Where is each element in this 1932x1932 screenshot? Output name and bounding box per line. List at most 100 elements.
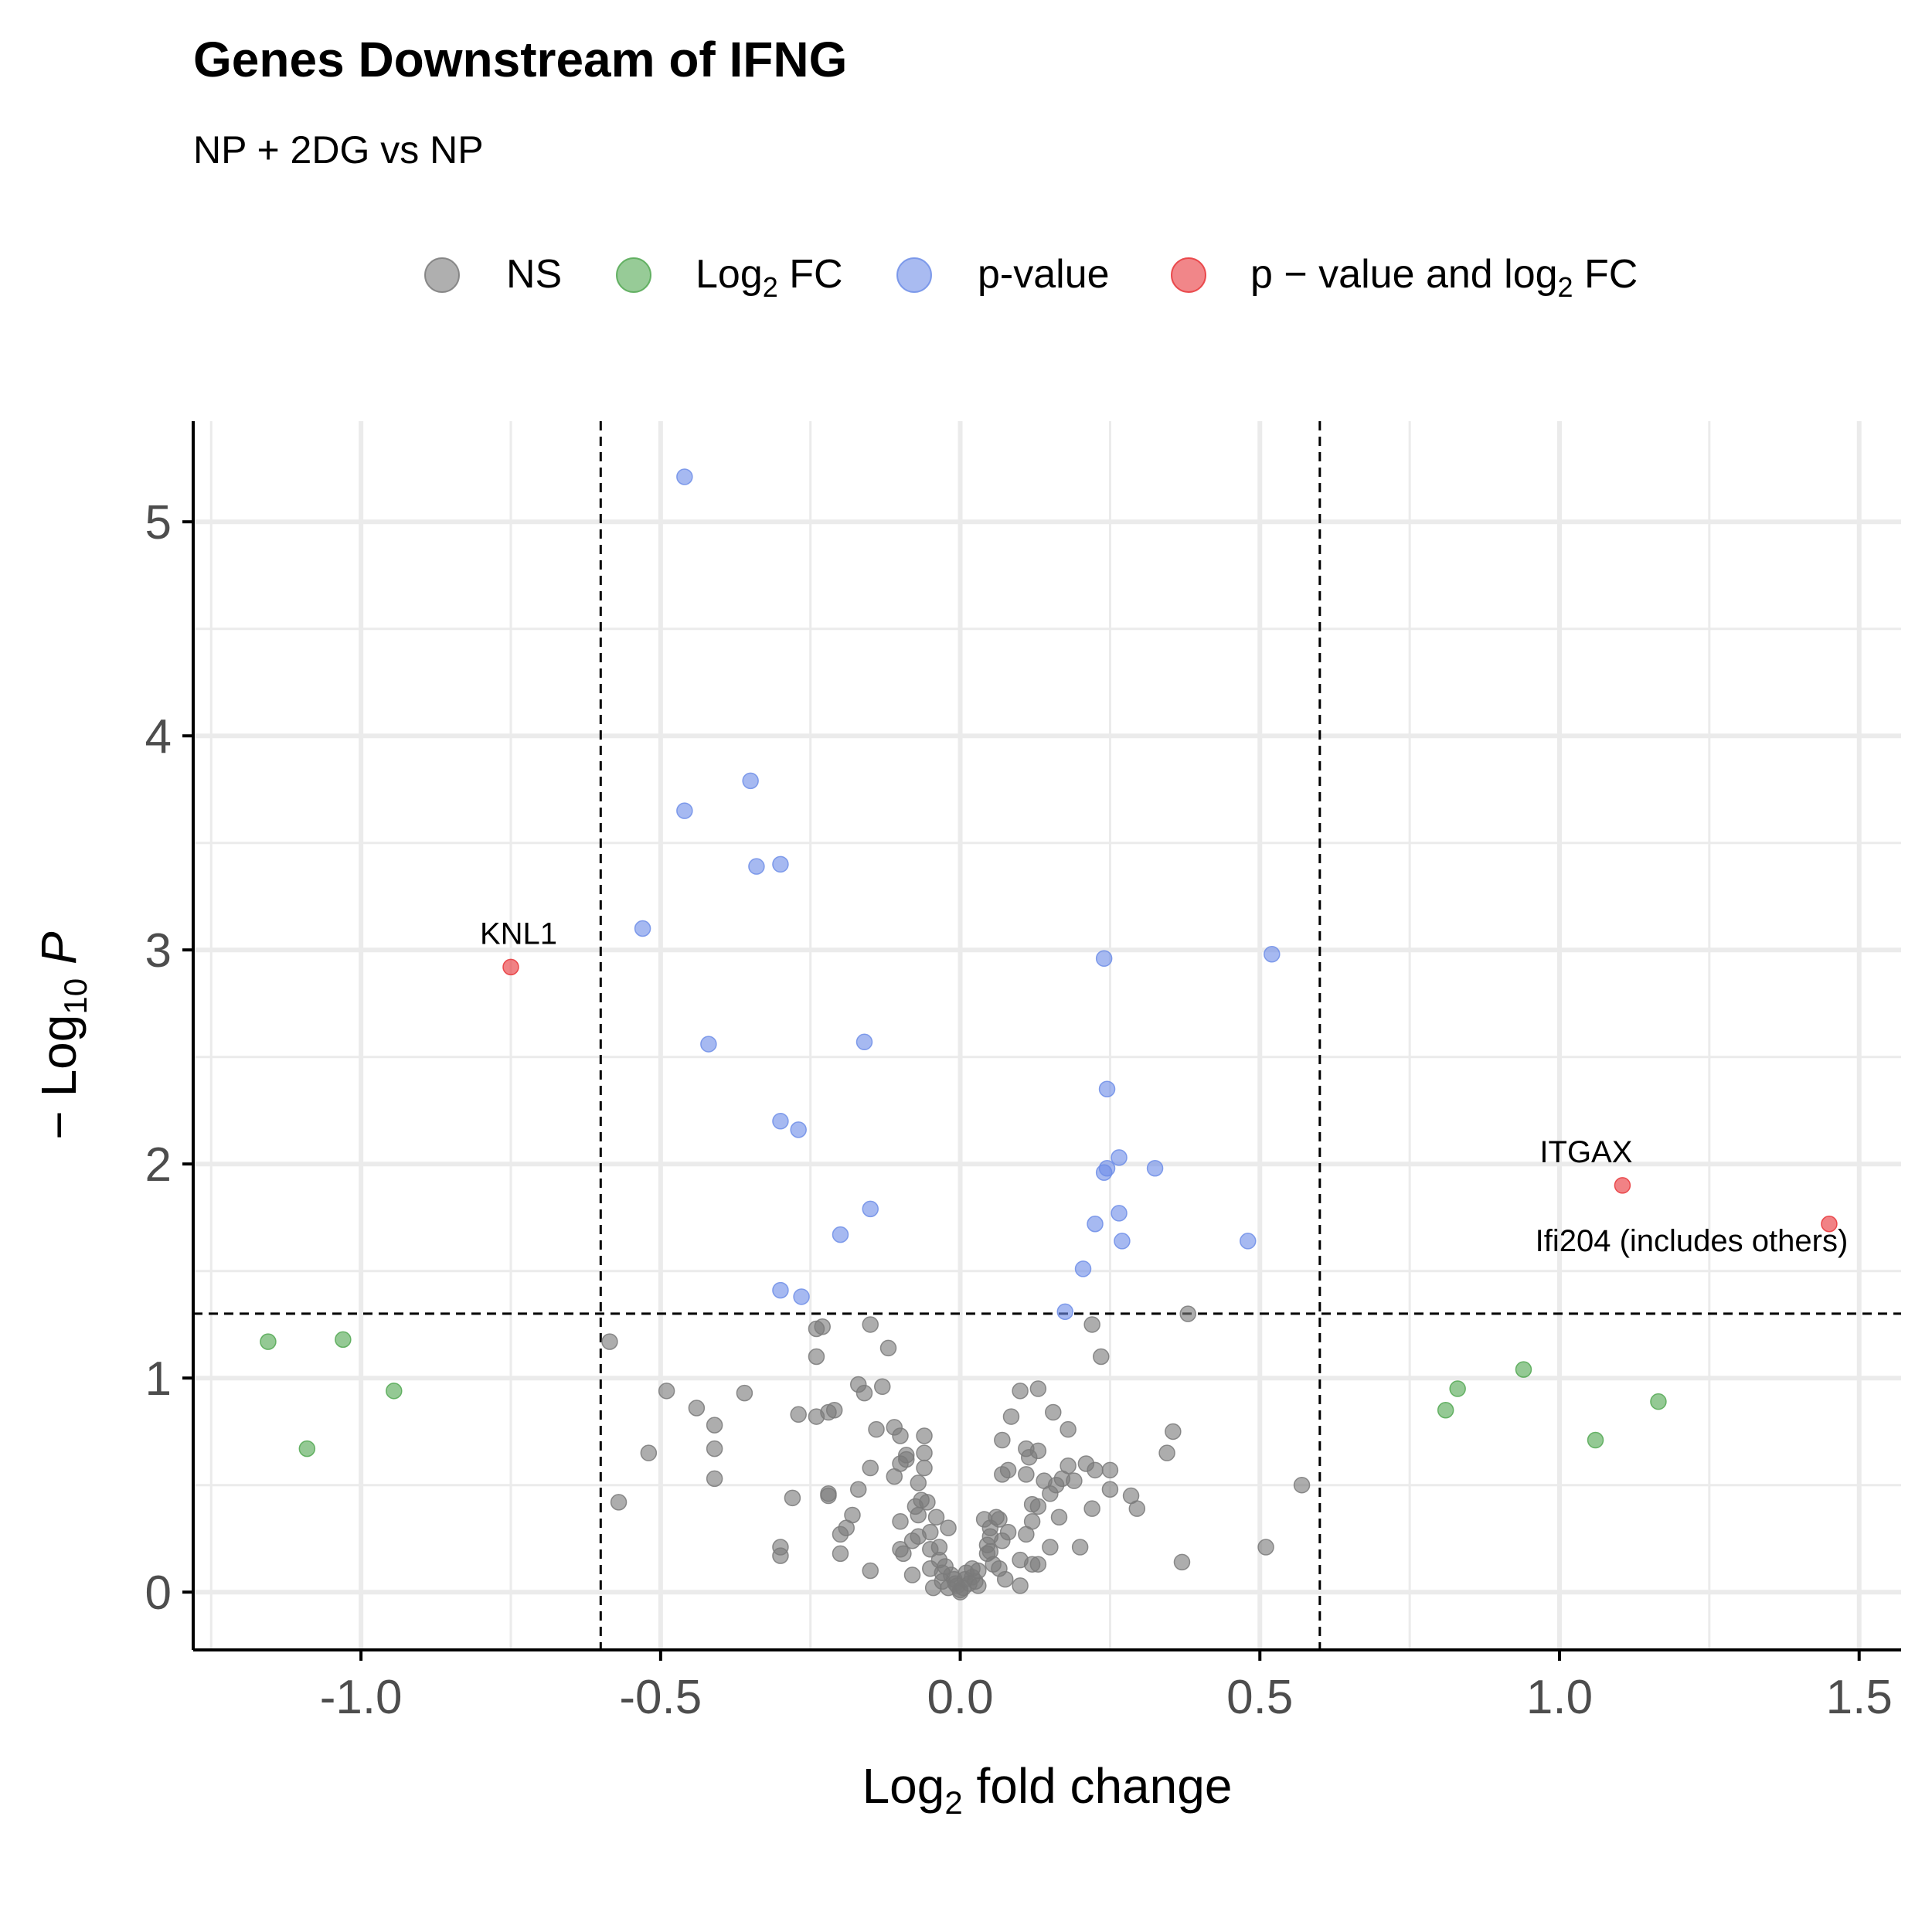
data-point [1029,1380,1047,1397]
data-point [1045,1403,1062,1421]
data-point [892,1427,909,1444]
data-point [640,1444,658,1461]
legend-item: p-value [896,252,1110,297]
data-point [999,1461,1017,1479]
data-point [1012,1383,1029,1400]
y-tick-label: 5 [145,496,172,549]
y-tick-label: 3 [145,924,172,978]
data-point [916,1444,933,1461]
data-point [927,1509,945,1526]
data-point [994,1431,1011,1449]
data-point [1087,1216,1104,1233]
chart-title: Genes Downstream of IFNG [193,32,848,87]
data-point [1083,1316,1100,1333]
legend-key-fc-p [1171,257,1206,293]
legend-item: NS [424,252,562,297]
data-point [772,1281,789,1299]
data-point [916,1427,933,1444]
data-point [386,1383,403,1400]
data-point [790,1406,807,1423]
data-point [772,1113,789,1130]
y-tick-label: 1 [145,1352,172,1406]
data-point [1614,1177,1631,1194]
x-axis-ticks: -1.0 -0.5 0.0 0.5 1.0 1.5 [320,1650,1893,1724]
data-point [736,1384,753,1402]
data-point [1029,1556,1047,1573]
data-point [922,1523,939,1541]
data-point [991,1511,1008,1528]
data-point [784,1489,801,1507]
legend-key-fc [616,257,651,293]
data-point [844,1506,861,1524]
data-point [855,1033,873,1051]
data-point [898,1451,915,1468]
data-point [996,1570,1014,1588]
data-point [820,1485,837,1502]
legend-item: p − value and log2 FC [1171,252,1638,303]
data-point [832,1226,849,1243]
data-point [808,1348,825,1366]
legend-label: p − value and log2 FC [1250,252,1638,303]
data-point [1095,1164,1113,1182]
x-tick-label: -0.5 [619,1671,702,1724]
legend-key-p [896,257,932,293]
data-point [676,468,693,485]
data-point [298,1440,316,1458]
data-point [1111,1205,1128,1222]
data-point [814,1318,831,1335]
data-point [903,1566,921,1583]
data-point [1257,1539,1274,1556]
legend-label: Log2 FC [696,252,843,303]
x-tick-label: 1.5 [1826,1671,1893,1724]
data-point [1002,1408,1020,1425]
data-point [1056,1303,1074,1321]
data-point [260,1333,277,1350]
series-p [634,468,1281,1321]
data-point [658,1383,675,1400]
y-axis-ticks: 0 1 2 3 4 5 [145,496,193,1620]
data-point [1018,1466,1035,1483]
data-point [1165,1423,1182,1440]
x-axis-title: Log2 fold change [862,1758,1233,1821]
y-tick-label: 4 [145,710,172,764]
data-point [874,1378,891,1396]
legend-item: Log2 FC [616,252,843,303]
data-point [1095,950,1113,968]
data-point [849,1481,867,1498]
data-point [910,1475,927,1492]
data-point [1293,1476,1311,1494]
data-point [892,1513,909,1530]
data-point [700,1036,717,1053]
data-point [862,1562,879,1580]
data-point [706,1417,723,1434]
legend-label: NS [506,252,562,297]
data-point [916,1459,933,1477]
legend-label: p-value [978,252,1110,297]
data-point [1012,1577,1029,1594]
data-point [1023,1513,1041,1530]
data-point [1066,1472,1083,1489]
data-point [601,1333,618,1350]
data-point [772,855,789,873]
data-point [1093,1348,1110,1366]
series-ns [601,1305,1311,1600]
point-label: KNL1 [480,917,557,951]
y-tick-label: 0 [145,1566,172,1620]
data-point [832,1545,849,1563]
point-label: Ifi204 (includes others) [1536,1224,1849,1258]
data-point [862,1459,879,1477]
series-fc [260,1331,1667,1458]
data-point [790,1121,807,1138]
data-point [999,1523,1017,1541]
data-point [868,1420,885,1438]
data-point [1650,1393,1667,1410]
data-point [1449,1380,1466,1397]
data-point [1101,1461,1119,1479]
data-point [1240,1233,1257,1250]
data-point [895,1545,912,1563]
chart-subtitle: NP + 2DG vs NP [193,128,484,172]
data-point [1146,1159,1164,1177]
point-labels: KNL1 ITGAX Ifi204 (includes others) [480,917,1848,1257]
